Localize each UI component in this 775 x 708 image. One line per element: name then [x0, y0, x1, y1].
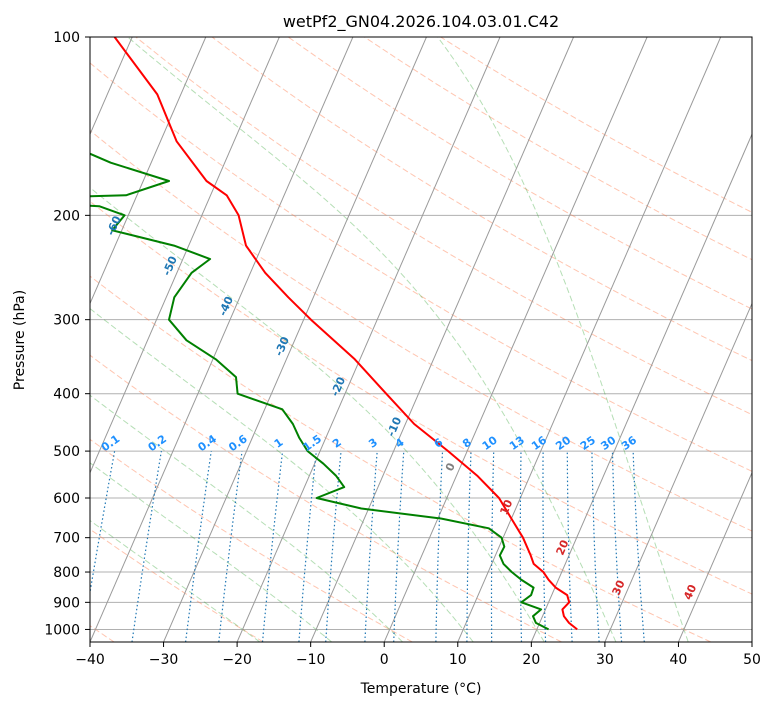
moist-adiabats	[90, 37, 689, 642]
plot-background	[90, 37, 752, 642]
y-tick-label: 300	[53, 313, 80, 329]
x-tick-label: −10	[296, 652, 326, 668]
mixing-ratio-line	[298, 451, 317, 642]
isotherm-line	[604, 302, 752, 642]
moist-adiabat	[90, 462, 333, 642]
dry-adiabat	[90, 129, 752, 532]
moist-adiabat	[127, 37, 617, 642]
sounding-series	[90, 37, 578, 631]
x-tick-label: 10	[449, 652, 467, 668]
mixing-ratio-line	[218, 451, 243, 642]
x-tick-label: 20	[522, 652, 540, 668]
isotherm-line	[530, 132, 752, 642]
x-tick-label: −40	[75, 652, 105, 668]
x-tick-label: 40	[670, 652, 688, 668]
isotherm-line	[163, 37, 427, 642]
isotherm-label: 30	[610, 578, 628, 598]
y-tick-label: 800	[53, 565, 80, 581]
y-tick-label: 700	[53, 531, 80, 547]
isotherm-label: 40	[681, 582, 699, 602]
isotherms	[90, 37, 752, 642]
moist-adiabat	[90, 519, 261, 642]
x-axis-label: Temperature (°C)	[360, 681, 482, 697]
moist-adiabat	[90, 394, 403, 642]
y-tick-label: 100	[53, 30, 80, 46]
y-tick-label: 400	[53, 387, 80, 403]
y-axis-label: Pressure (hPa)	[12, 290, 28, 390]
y-tick-label: 1000	[44, 622, 80, 638]
axes-ticks: −40 −30 −20 −10 0 10 20 30 40 50 100 200 300 400 500 60…	[44, 30, 761, 668]
mixing-ratio-lines	[90, 450, 645, 642]
x-tick-label: −20	[222, 652, 252, 668]
y-tick-label: 200	[53, 208, 80, 224]
isotherm-line	[90, 37, 280, 474]
moist-adiabat	[90, 308, 474, 642]
isotherm-line	[677, 471, 752, 642]
isotherm-label: 10	[497, 497, 515, 517]
mixing-ratio-line	[325, 451, 342, 642]
isotherm-line	[383, 37, 648, 642]
plot-frame	[89, 36, 753, 643]
y-tick-label: 500	[53, 444, 80, 460]
dry-adiabat	[90, 200, 752, 595]
x-tick-label: −30	[149, 652, 179, 668]
moist-adiabat	[437, 37, 689, 642]
x-tick-label: 30	[596, 652, 614, 668]
dry-adiabat	[90, 354, 562, 642]
x-tick-label: 0	[380, 652, 389, 668]
pressure-gridlines	[90, 37, 752, 630]
isotherm-line	[457, 37, 722, 642]
isotherm-line	[90, 37, 207, 305]
temperature-line	[113, 37, 578, 631]
mixing-ratio-line	[131, 450, 162, 642]
isotherm-label: 20	[554, 538, 572, 558]
isotherm-line	[90, 37, 354, 642]
isotherm-line	[310, 37, 575, 642]
mixing-ratio-line	[185, 451, 212, 642]
y-tick-label: 600	[53, 491, 80, 507]
dry-adiabat	[90, 275, 712, 642]
isotherm-line	[236, 37, 501, 642]
moist-adiabat	[90, 186, 545, 642]
dewpoint-line	[90, 152, 550, 631]
mixing-ratio-line	[261, 451, 284, 642]
x-tick-label: 50	[743, 652, 761, 668]
chart-title: wetPf2_GN04.2026.104.03.01.C42	[283, 12, 559, 32]
y-tick-label: 900	[53, 595, 80, 611]
